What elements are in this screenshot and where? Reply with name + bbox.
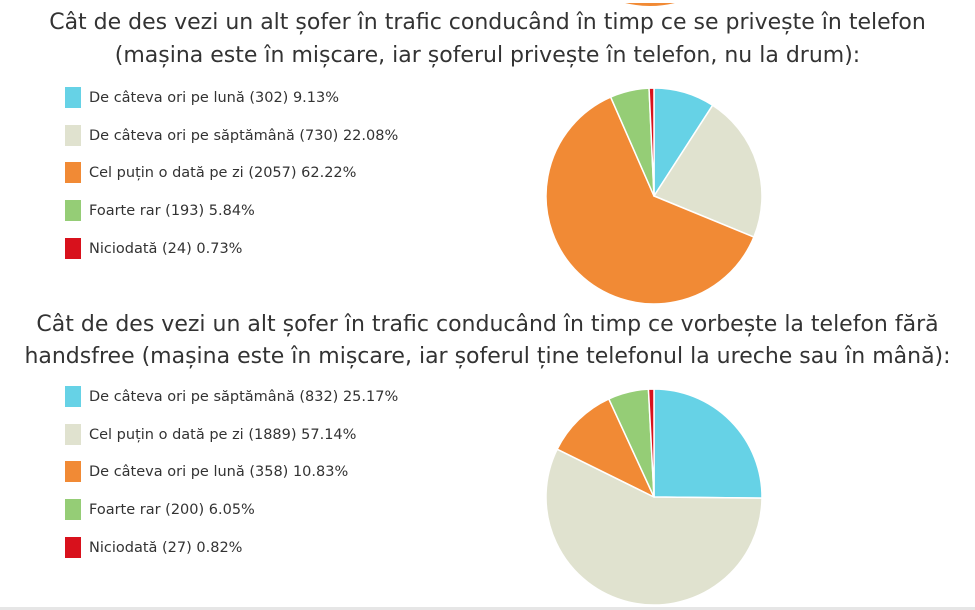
legend-label: Foarte rar (193) 5.84% xyxy=(89,203,255,220)
pie-slice-3 xyxy=(556,398,655,498)
legend-swatch xyxy=(65,423,81,445)
legend-label: Cel puțin o dată pe zi (1889) 57.14% xyxy=(89,426,357,443)
pie-slice-2 xyxy=(653,104,763,238)
legend-swatch xyxy=(65,200,81,222)
legend-label: De câteva ori pe săptămână (730) 22.08% xyxy=(89,127,399,144)
previous-chart-fragment xyxy=(0,0,975,12)
legend-swatch xyxy=(65,386,81,407)
bottom-divider xyxy=(0,607,975,610)
legend-label: Foarte rar (200) 6.05% xyxy=(89,502,255,519)
pie-slice-5 xyxy=(648,87,655,197)
pie-slice-3 xyxy=(545,96,755,305)
legend-swatch xyxy=(65,237,81,259)
chart-2-title-line-1: Cât de des vezi un alt șofer în trafic c… xyxy=(36,312,939,337)
legend-label: De câteva ori pe lună (358) 10.83% xyxy=(89,464,349,481)
legend-label: Niciodată (24) 0.73% xyxy=(89,240,243,257)
pie-slice-1 xyxy=(653,388,763,499)
pie-slice-5 xyxy=(647,388,655,498)
legend-swatch xyxy=(65,499,81,521)
legend-swatch xyxy=(65,536,81,558)
legend-label: De câteva ori pe lună (302) 9.13% xyxy=(89,90,340,106)
chart-2-title-line-2: handsfree (mașina este în mișcare, iar ș… xyxy=(24,344,951,369)
chart-1-title-line-1: Cât de des vezi un alt șofer în trafic c… xyxy=(49,10,926,35)
pie-slice-2 xyxy=(545,448,763,606)
legend-label: Cel puțin o dată pe zi (2057) 62.22% xyxy=(89,165,357,182)
legend-swatch xyxy=(65,162,81,184)
legend-swatch xyxy=(65,124,81,146)
legend-label: Niciodată (27) 0.82% xyxy=(89,539,243,556)
chart-1-title-line-2: (mașina este în mișcare, iar șoferul pri… xyxy=(114,43,861,68)
legend-swatch xyxy=(65,461,81,483)
legend-swatch xyxy=(65,87,81,108)
legend-label: De câteva ori pe săptămână (832) 25.17% xyxy=(89,389,399,405)
